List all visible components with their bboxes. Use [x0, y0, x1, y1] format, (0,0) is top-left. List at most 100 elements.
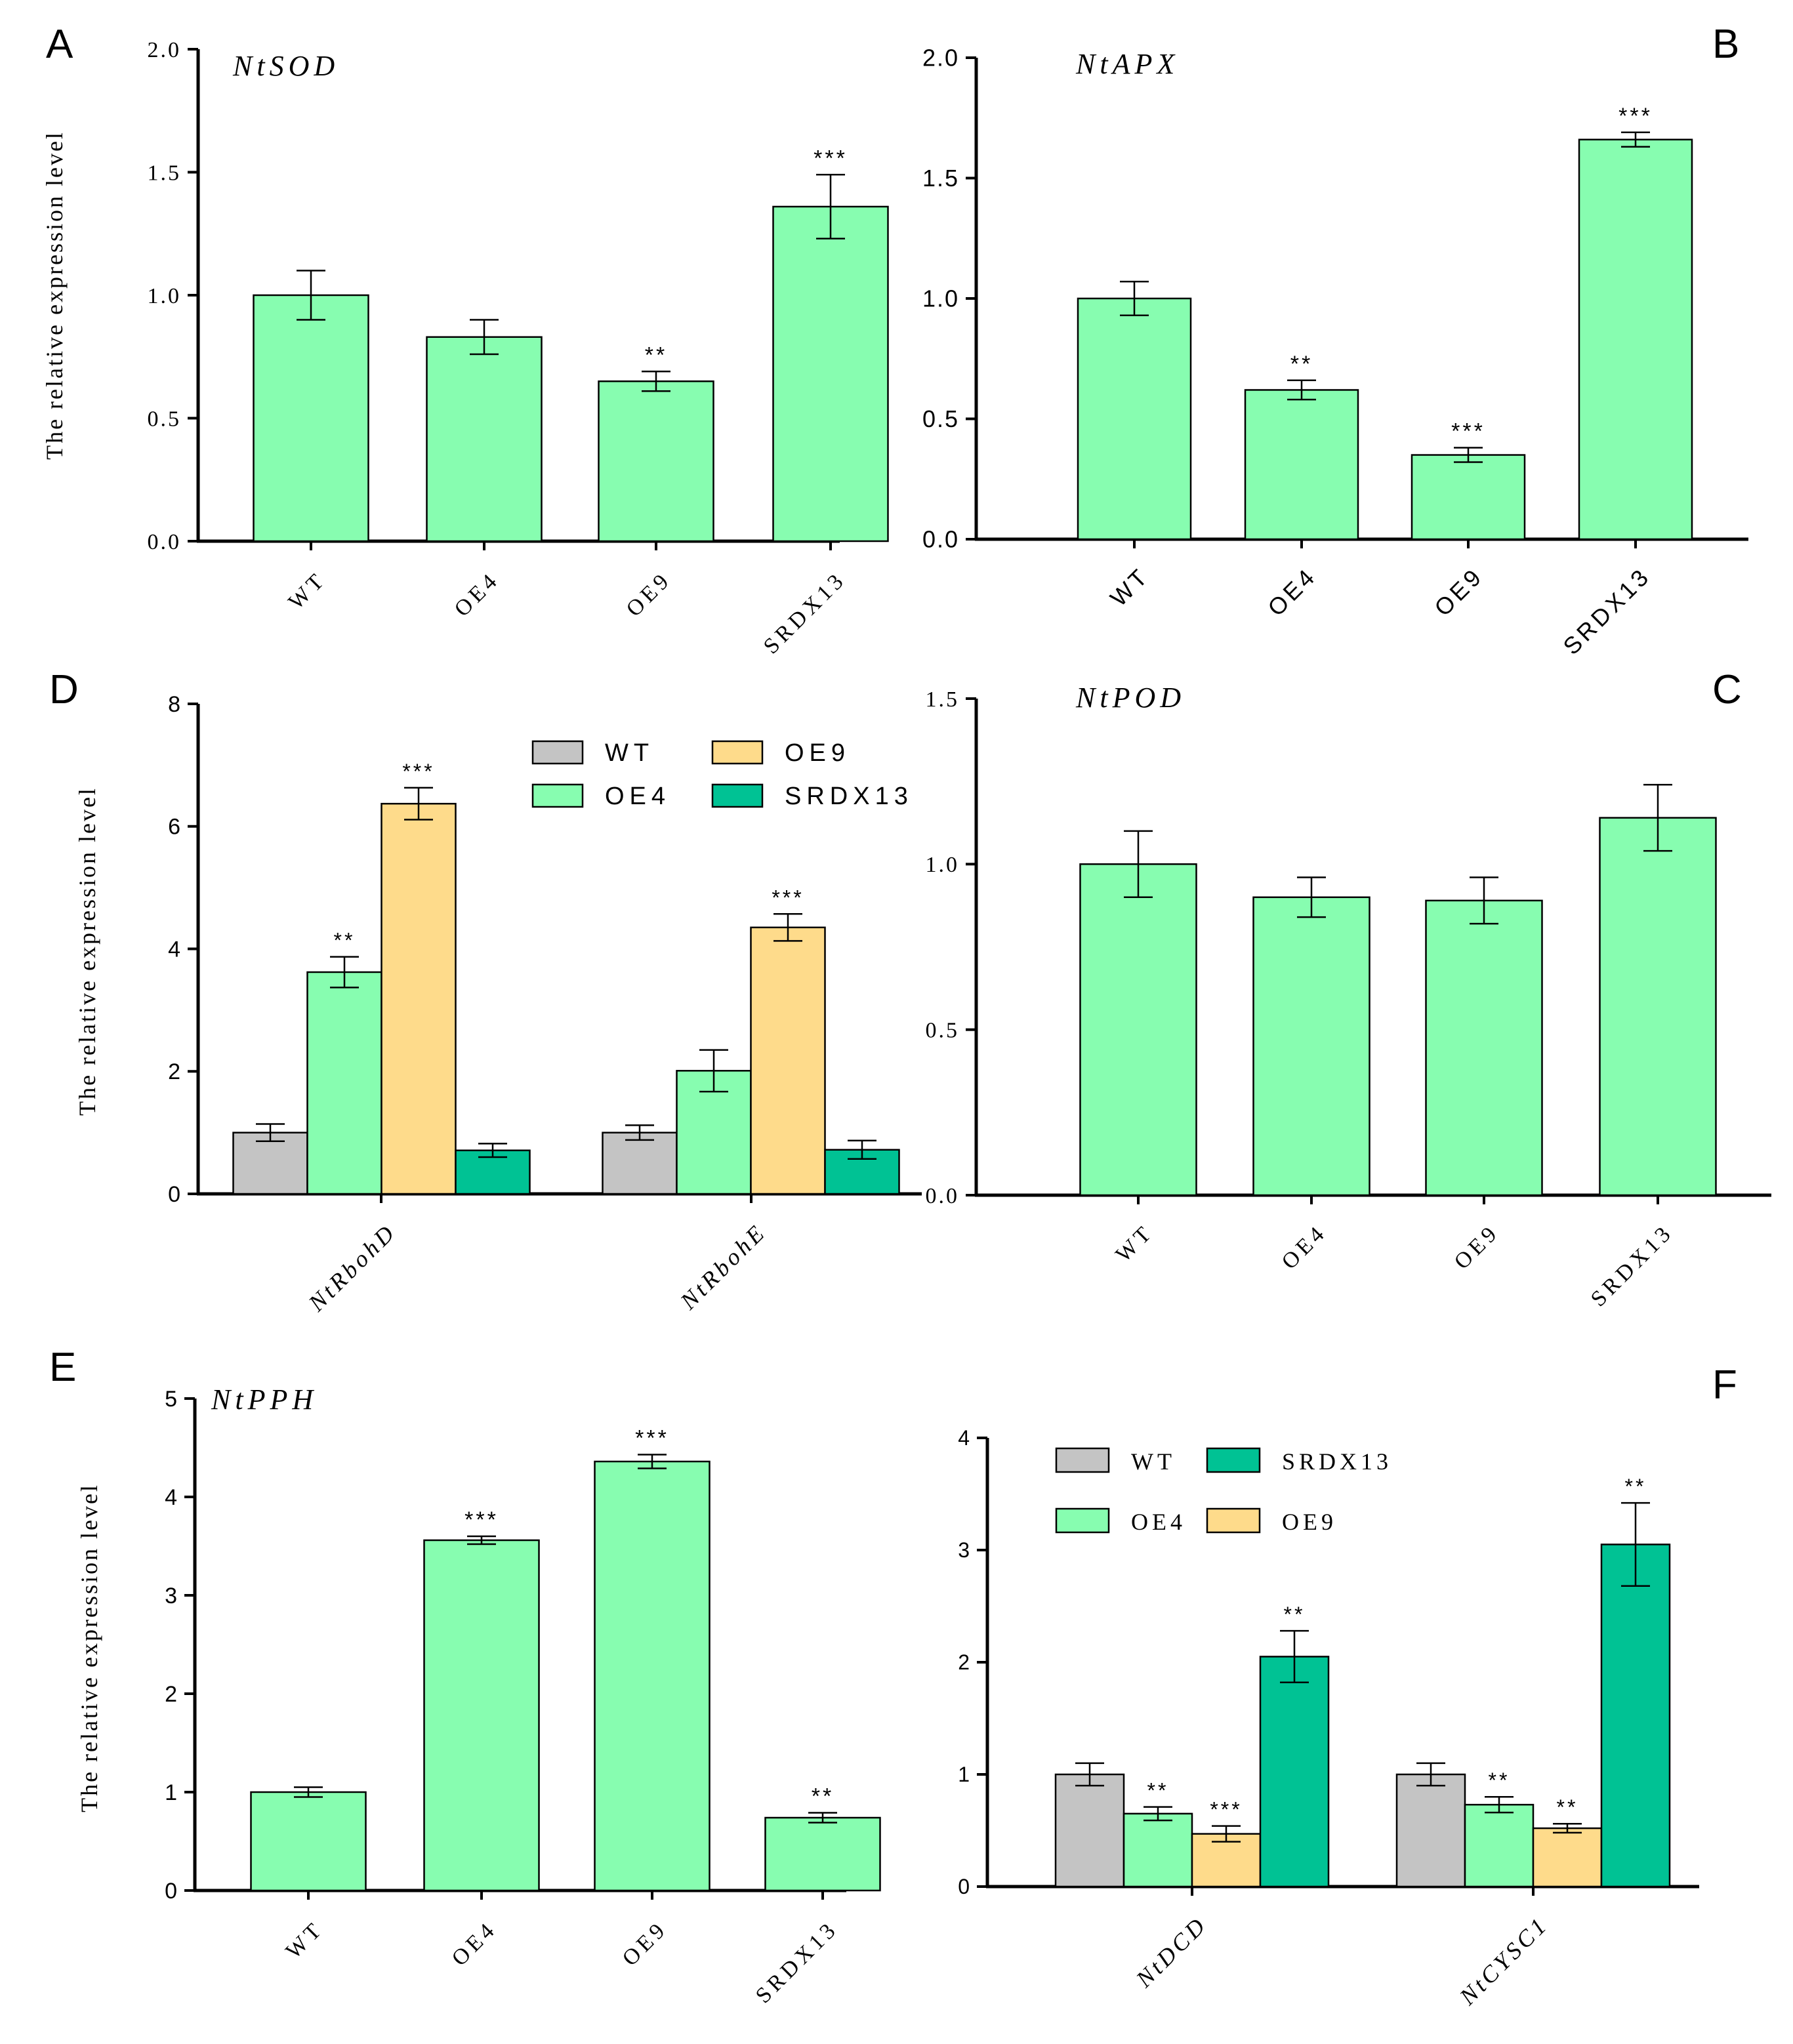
panel-d-chart: D The relative expression level 02468***… — [49, 667, 922, 1317]
y-tick-label: 2 — [168, 1059, 181, 1084]
significance-label: ** — [1489, 1768, 1510, 1792]
x-category-label: OE4 — [450, 567, 505, 621]
x-category-label: WT — [284, 567, 331, 614]
legend-label-oe4: OE4 — [1131, 1509, 1186, 1535]
y-tick-label: 0 — [165, 1879, 178, 1904]
bar-oe9 — [1425, 899, 1543, 1196]
significance-label: *** — [464, 1507, 499, 1532]
y-tick-label: 1.5 — [922, 165, 959, 192]
y-tick-label: 1.0 — [922, 285, 959, 312]
bar-oe4 — [1252, 896, 1371, 1196]
x-category-label: NtDCD — [1130, 1911, 1212, 1992]
significance-label: ** — [1625, 1475, 1647, 1498]
y-tick-label: 0.0 — [922, 526, 959, 553]
x-category-label: WT — [1111, 1219, 1159, 1267]
panel-e-ylabel: The relative expression level — [76, 1483, 102, 1812]
significance-label: ** — [645, 342, 667, 367]
bar-ntcysc1-wt — [1395, 1773, 1466, 1888]
significance-label: *** — [402, 760, 434, 783]
bar-wt — [253, 294, 369, 542]
bar-wt — [250, 1791, 367, 1892]
significance-label: *** — [1451, 419, 1485, 444]
panel-c-title: NtPOD — [1075, 682, 1185, 714]
y-tick-label: 0.5 — [922, 405, 959, 432]
legend-label-srdx13: SRDX13 — [1282, 1448, 1392, 1475]
legend-label-oe9: OE9 — [1282, 1509, 1337, 1535]
y-tick-label: 2.0 — [922, 45, 959, 72]
panel-c-chart: C NtPOD 0.0 0.5 1.0 1.5 WT OE4 OE9 SRDX13 — [926, 667, 1771, 1311]
x-category-label: NtRbohE — [675, 1218, 772, 1315]
y-tick-label: 1.0 — [148, 284, 182, 308]
significance-label: ** — [1290, 352, 1313, 377]
y-tick-label: 6 — [168, 815, 181, 840]
x-category-label: SRDX13 — [1586, 1219, 1678, 1311]
panel-b-title: NtAPX — [1075, 48, 1179, 80]
significance-label: *** — [1618, 104, 1653, 129]
legend-swatch-oe9 — [711, 740, 764, 765]
significance-label: ** — [334, 929, 356, 952]
bar-ntcysc1-srdx13 — [1600, 1543, 1671, 1888]
legend-swatch-oe4 — [531, 783, 584, 808]
bar-oe9 — [598, 380, 714, 542]
bar-ntrbohd-oe9 — [381, 802, 457, 1195]
y-tick-label: 3 — [165, 1584, 178, 1608]
panel-a-chart: A NtSOD The relative expression level 0.… — [41, 22, 889, 659]
x-category-label: OE4 — [1277, 1219, 1332, 1274]
x-category-label: OE4 — [447, 1916, 502, 1971]
panel-d-ylabel: The relative expression level — [74, 787, 100, 1116]
x-category-label: WT — [1105, 562, 1155, 612]
significance-label: *** — [1210, 1798, 1242, 1822]
y-tick-label: 0.5 — [148, 407, 182, 431]
y-tick-label: 2 — [958, 1650, 970, 1674]
panel-a-title: NtSOD — [232, 50, 339, 82]
legend-swatch-srdx13 — [1206, 1447, 1261, 1473]
significance-label: ** — [1147, 1779, 1169, 1803]
bar-ntcysc1-oe4 — [1464, 1803, 1535, 1888]
significance-label: *** — [635, 1426, 669, 1451]
legend-label-srdx13: SRDX13 — [785, 783, 913, 810]
bar-srdx13 — [1599, 817, 1717, 1196]
bar-wt — [1079, 863, 1197, 1196]
significance-label: ** — [812, 1784, 834, 1809]
x-category-label: NtRbohD — [303, 1218, 402, 1317]
bar-ntdcd-oe4 — [1123, 1812, 1193, 1888]
x-category-label: WT — [281, 1916, 329, 1963]
legend: WT OE9 OE4 SRDX13 — [531, 739, 913, 810]
bar-ntdcd-wt — [1054, 1773, 1125, 1888]
x-category-label: SRDX13 — [751, 1916, 843, 2008]
y-tick-label: 0.0 — [148, 530, 182, 554]
significance-label: ** — [1557, 1795, 1578, 1819]
bar-ntcysc1-oe9 — [1532, 1827, 1603, 1888]
bar-ntrbohd-oe4 — [306, 971, 382, 1195]
panel-f-label: F — [1712, 1362, 1737, 1408]
y-tick-label: 1.0 — [926, 853, 960, 877]
significance-label: ** — [1284, 1603, 1306, 1626]
y-tick-label: 1 — [165, 1780, 178, 1805]
y-tick-label: 1 — [958, 1763, 970, 1786]
legend-label-wt: WT — [605, 739, 654, 767]
panel-a-label: A — [46, 22, 73, 67]
bar-oe9 — [594, 1460, 711, 1892]
bar-oe9 — [1411, 454, 1526, 541]
bar-srdx13 — [764, 1816, 881, 1892]
bar-ntrbohe-oe9 — [750, 926, 826, 1195]
bar-oe4 — [426, 336, 543, 542]
panel-e-chart: E NtPPH The relative expression level 0 1… — [49, 1345, 881, 2008]
panel-a-ylabel: The relative expression level — [41, 131, 68, 460]
y-tick-label: 0.0 — [926, 1184, 960, 1208]
x-category-label: OE9 — [618, 1916, 672, 1971]
panel-e-title: NtPPH — [211, 1383, 318, 1416]
legend-label-oe9: OE9 — [785, 739, 850, 767]
panel-c-label: C — [1712, 667, 1742, 712]
x-category-label: NtCYSC1 — [1454, 1911, 1553, 2010]
y-tick-label: 4 — [168, 937, 181, 962]
x-category-label: OE9 — [1429, 562, 1489, 622]
y-tick-label: 4 — [958, 1426, 970, 1450]
y-tick-label: 0 — [958, 1875, 970, 1898]
y-tick-label: 0.5 — [926, 1019, 960, 1043]
significance-label: *** — [814, 146, 848, 171]
bar-ntrbohe-wt — [602, 1132, 678, 1195]
x-category-label: OE9 — [622, 567, 676, 621]
